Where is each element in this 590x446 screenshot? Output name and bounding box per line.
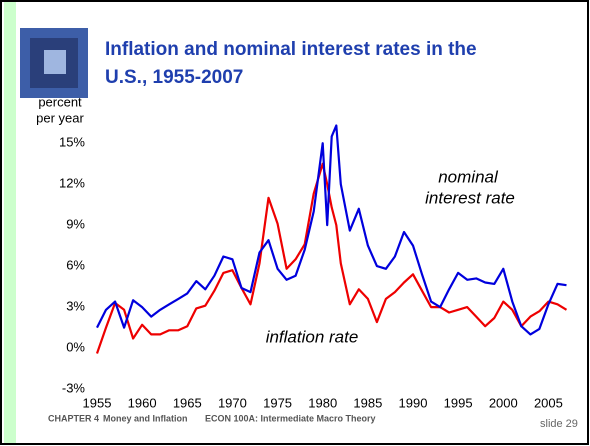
x-tick-label: 1975 (263, 395, 292, 410)
slide-number: slide 29 (540, 418, 578, 430)
y-tick-label: 9% (66, 217, 85, 232)
x-tick-label: 1985 (353, 395, 382, 410)
icon (20, 28, 88, 98)
series-line (95, 162, 568, 354)
footer-chapter: CHAPTER 4 (48, 413, 99, 423)
x-tick-label: 1965 (173, 395, 202, 410)
y-tick-label: 3% (66, 299, 85, 314)
y-tick-label: -3% (62, 380, 86, 395)
x-tick-label: 1970 (218, 395, 247, 410)
footer-topic: Money and Inflation (103, 413, 188, 423)
x-tick-label: 1995 (444, 395, 473, 410)
y-tick-label: 12% (59, 176, 85, 191)
chart-title: Inflation and nominal interest rates in … (105, 39, 477, 60)
chart-title: U.S., 1955-2007 (105, 67, 243, 88)
y-tick-label: 6% (66, 258, 85, 273)
series-line (96, 124, 567, 336)
x-tick-label: 1960 (128, 395, 157, 410)
x-tick-label: 2005 (534, 395, 563, 410)
annotation: inflation rate (266, 327, 359, 346)
x-tick-label: 1980 (308, 395, 337, 410)
icon-core (44, 50, 66, 74)
annotation: nominal (438, 167, 499, 186)
y-tick-label: 0% (66, 339, 85, 354)
x-tick-label: 2000 (489, 395, 518, 410)
annotation: interest rate (425, 188, 515, 207)
footer-course: ECON 100A: Intermediate Macro Theory (205, 413, 376, 423)
x-tick-label: 1955 (83, 395, 112, 410)
y-axis-label: percent (38, 94, 82, 109)
green-strip (4, 2, 16, 443)
y-tick-label: 15% (59, 135, 85, 150)
x-tick-label: 1990 (399, 395, 428, 410)
y-axis-label: per year (36, 110, 84, 125)
